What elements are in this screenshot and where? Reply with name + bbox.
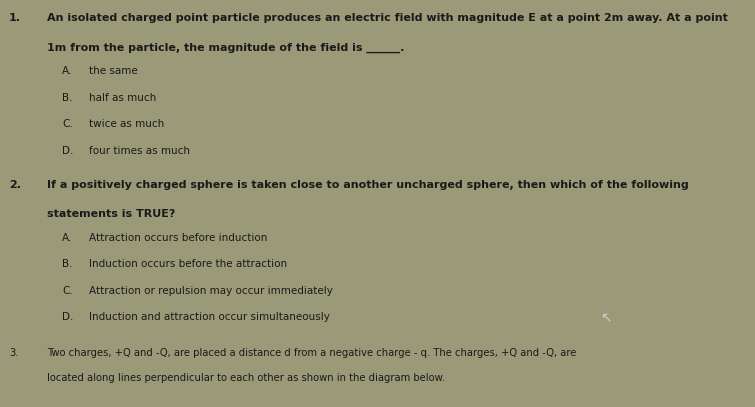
Text: C.: C.: [62, 286, 72, 296]
Text: Induction occurs before the attraction: Induction occurs before the attraction: [89, 260, 287, 269]
Text: B.: B.: [62, 93, 72, 103]
Text: located along lines perpendicular to each other as shown in the diagram below.: located along lines perpendicular to eac…: [47, 373, 445, 383]
Text: Attraction or repulsion may occur immediately: Attraction or repulsion may occur immedi…: [89, 286, 333, 296]
Text: half as much: half as much: [89, 93, 156, 103]
Text: D.: D.: [62, 146, 73, 155]
Text: Attraction occurs before induction: Attraction occurs before induction: [89, 233, 267, 243]
Text: B.: B.: [62, 260, 72, 269]
Text: D.: D.: [62, 312, 73, 322]
Text: Induction and attraction occur simultaneously: Induction and attraction occur simultane…: [89, 312, 330, 322]
Text: statements is TRUE?: statements is TRUE?: [47, 209, 175, 219]
Text: ↖: ↖: [600, 310, 612, 324]
Text: twice as much: twice as much: [89, 119, 165, 129]
Text: four times as much: four times as much: [89, 146, 190, 155]
Text: A.: A.: [62, 66, 72, 76]
Text: An isolated charged point particle produces an electric field with magnitude E a: An isolated charged point particle produ…: [47, 13, 728, 23]
Text: 1.: 1.: [9, 13, 21, 23]
Text: 2.: 2.: [9, 180, 21, 190]
Text: C.: C.: [62, 119, 72, 129]
Text: 1m from the particle, the magnitude of the field is ______.: 1m from the particle, the magnitude of t…: [47, 42, 404, 53]
Text: 3.: 3.: [9, 348, 19, 358]
Text: If a positively charged sphere is taken close to another uncharged sphere, then : If a positively charged sphere is taken …: [47, 180, 689, 190]
Text: A.: A.: [62, 233, 72, 243]
Text: the same: the same: [89, 66, 138, 76]
Text: Two charges, +Q and -Q, are placed a distance d from a negative charge - q. The : Two charges, +Q and -Q, are placed a dis…: [47, 348, 576, 358]
